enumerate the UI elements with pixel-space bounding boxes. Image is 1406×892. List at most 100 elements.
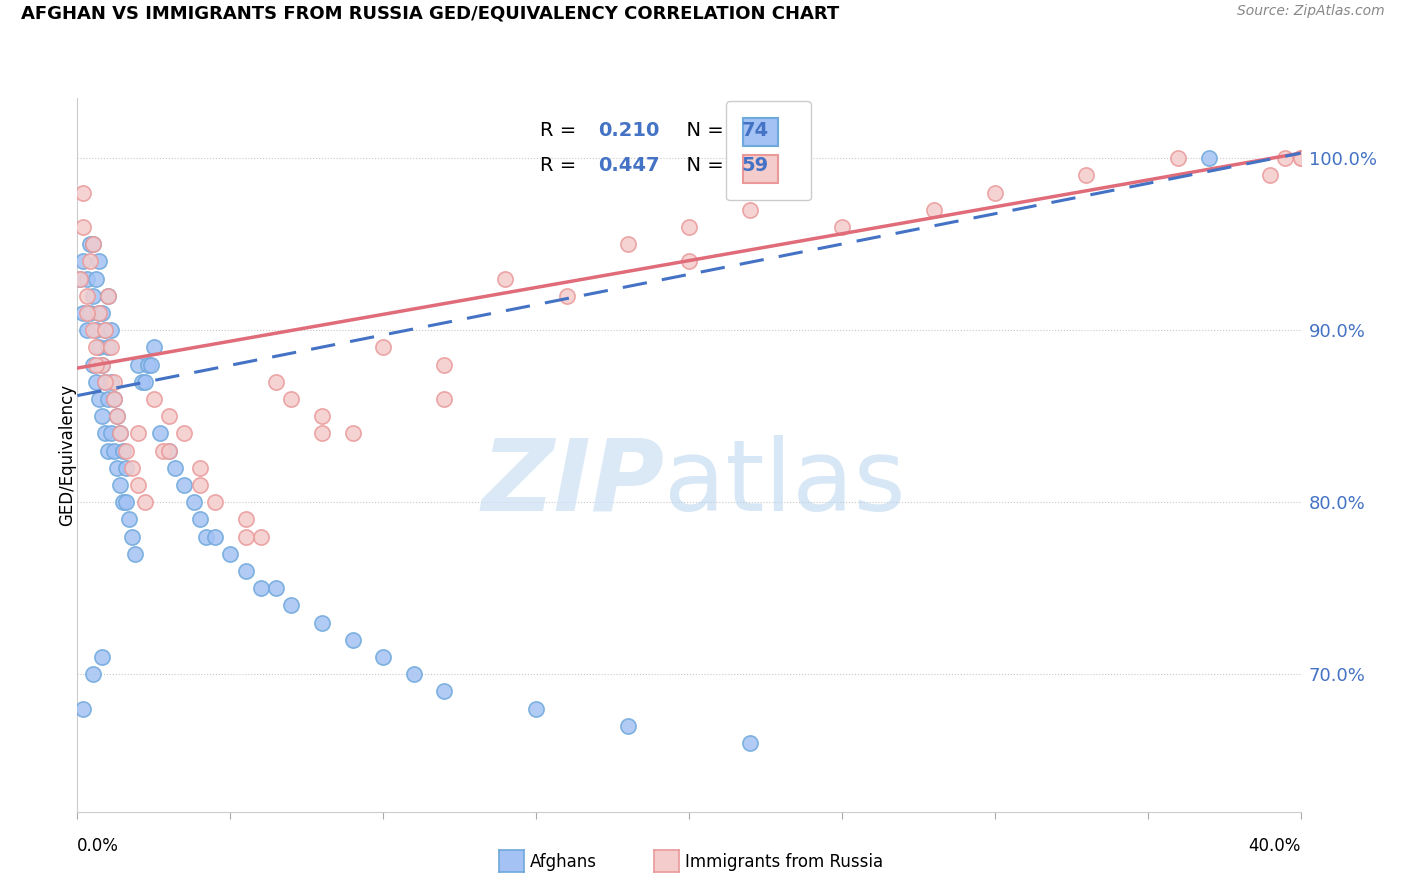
Point [311, 426, 333, 441]
Point [97, 341, 120, 355]
Point [112, 443, 135, 458]
Point [1289, 151, 1312, 165]
Point [188, 512, 211, 526]
Point [433, 392, 456, 406]
Point [82, 667, 104, 681]
Point [121, 530, 143, 544]
Point [90, 650, 112, 665]
Point [72, 254, 94, 268]
Point [82, 358, 104, 372]
Point [90, 358, 112, 372]
Point [87, 392, 110, 406]
Point [103, 392, 125, 406]
Point [82, 237, 104, 252]
Point [831, 220, 853, 235]
Point [72, 186, 94, 200]
Text: 0.210: 0.210 [599, 120, 659, 140]
Point [173, 478, 195, 492]
Point [152, 443, 174, 458]
Point [204, 495, 226, 509]
Point [235, 512, 257, 526]
Point [115, 443, 138, 458]
Text: N =: N = [675, 120, 730, 140]
Point [90, 306, 112, 320]
Text: Afghans: Afghans [530, 853, 598, 871]
Point [250, 530, 273, 544]
Point [76, 271, 98, 285]
Point [311, 615, 333, 630]
Point [922, 202, 945, 217]
Point [617, 719, 640, 733]
Point [136, 358, 159, 372]
Point [342, 426, 364, 441]
Point [235, 530, 257, 544]
Point [103, 443, 125, 458]
Point [124, 547, 146, 561]
Point [118, 512, 141, 526]
Point [72, 220, 94, 235]
Point [105, 409, 128, 424]
Text: 0.0%: 0.0% [77, 837, 120, 855]
Text: 59: 59 [741, 156, 769, 176]
Point [90, 409, 112, 424]
Point [82, 289, 104, 303]
Point [115, 495, 138, 509]
Point [84, 341, 107, 355]
Point [79, 254, 101, 268]
Point [204, 530, 226, 544]
Point [678, 254, 700, 268]
Point [264, 581, 287, 595]
Point [157, 443, 180, 458]
Point [84, 375, 107, 389]
Point [149, 426, 172, 441]
Point [72, 701, 94, 715]
Point [100, 426, 122, 441]
Point [87, 306, 110, 320]
Point [1289, 151, 1312, 165]
Point [100, 375, 122, 389]
Point [97, 392, 120, 406]
Text: R =: R = [540, 120, 582, 140]
Point [112, 495, 135, 509]
Point [87, 341, 110, 355]
Point [84, 271, 107, 285]
Point [69, 271, 91, 285]
Point [1167, 151, 1189, 165]
Point [94, 375, 117, 389]
Point [142, 392, 165, 406]
Point [84, 358, 107, 372]
Point [128, 478, 150, 492]
Point [115, 460, 138, 475]
Point [984, 186, 1007, 200]
Point [94, 375, 117, 389]
Point [76, 323, 98, 337]
Text: N =: N = [675, 156, 730, 176]
Text: ZIP: ZIP [481, 435, 665, 532]
Point [617, 237, 640, 252]
Point [87, 306, 110, 320]
Point [79, 237, 101, 252]
Point [264, 375, 287, 389]
Point [76, 289, 98, 303]
Point [219, 547, 242, 561]
Point [402, 667, 425, 681]
Point [97, 289, 120, 303]
Point [121, 460, 143, 475]
Point [105, 409, 128, 424]
Point [524, 701, 547, 715]
Point [108, 478, 131, 492]
Point [134, 375, 156, 389]
Point [142, 341, 165, 355]
Text: Source: ZipAtlas.com: Source: ZipAtlas.com [1237, 4, 1385, 19]
Point [1274, 151, 1296, 165]
Point [250, 581, 273, 595]
Point [94, 323, 117, 337]
Point [100, 341, 122, 355]
Point [97, 289, 120, 303]
Point [555, 289, 578, 303]
Point [495, 271, 517, 285]
Point [76, 306, 98, 320]
Point [134, 495, 156, 509]
Point [103, 375, 125, 389]
Point [371, 341, 394, 355]
